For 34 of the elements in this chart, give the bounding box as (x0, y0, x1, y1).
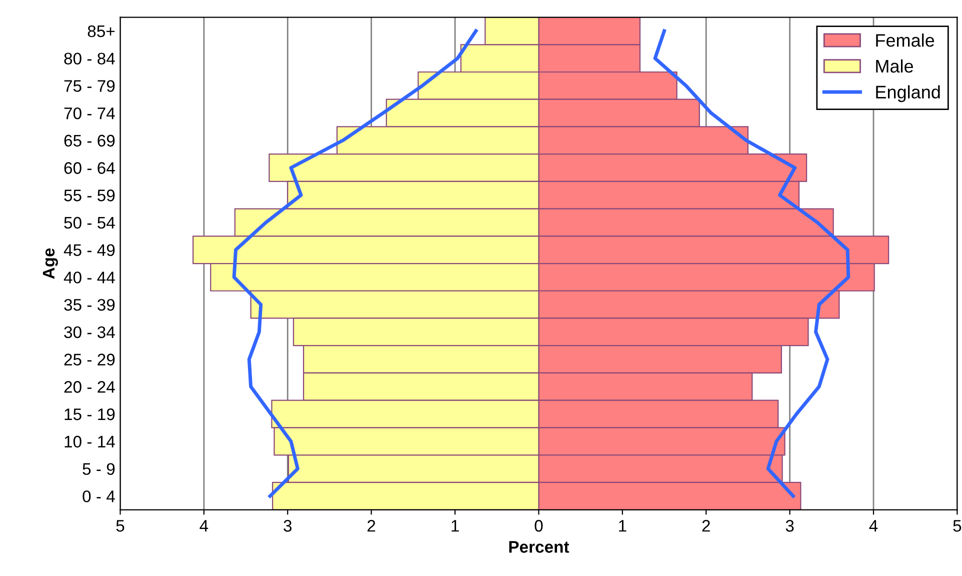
y-tick-label: 80 - 84 (64, 52, 115, 65)
x-tick-label: 5 (116, 520, 124, 532)
y-tick-label: 35 - 39 (64, 298, 115, 311)
x-tick-label: 3 (284, 520, 292, 532)
legend-label: Female (876, 34, 934, 47)
x-axis-title: Percent (509, 541, 570, 553)
y-tick-label: 15 - 19 (64, 408, 115, 420)
x-tick-label: 2 (702, 520, 710, 532)
y-tick-label: 40 - 44 (64, 272, 115, 284)
x-tick-label: 1 (452, 520, 459, 532)
y-tick-label: 65 - 69 (64, 134, 115, 147)
y-tick-label: 30 - 34 (64, 326, 115, 338)
x-tick-label: 3 (786, 520, 794, 532)
y-tick-label: 0 - 4 (82, 490, 115, 502)
y-tick-label: 5 - 9 (82, 463, 115, 475)
y-tick-label: 75 - 79 (64, 80, 115, 92)
legend-label: England (876, 85, 940, 102)
x-tick-label: 0 (534, 520, 543, 532)
x-tick-label: 5 (953, 520, 962, 532)
y-tick-label: 45 - 49 (64, 244, 115, 256)
x-tick-label: 4 (869, 520, 878, 532)
y-tick-label: 50 - 54 (64, 216, 115, 229)
y-tick-label: 25 - 29 (64, 354, 115, 366)
x-tick-label: 4 (200, 520, 208, 532)
x-tick-label: 2 (368, 520, 376, 532)
y-tick-label: 55 - 59 (64, 190, 115, 202)
y-tick-label: 20 - 24 (64, 381, 115, 393)
legend-label: Male (876, 59, 914, 73)
y-tick-label: 70 - 74 (64, 107, 115, 120)
y-tick-label: 60 - 64 (64, 162, 115, 174)
y-axis-title: Age (42, 248, 58, 279)
y-tick-label: 85+ (88, 25, 115, 38)
y-tick-label: 10 - 14 (64, 436, 115, 448)
x-tick-label: 1 (619, 520, 626, 532)
